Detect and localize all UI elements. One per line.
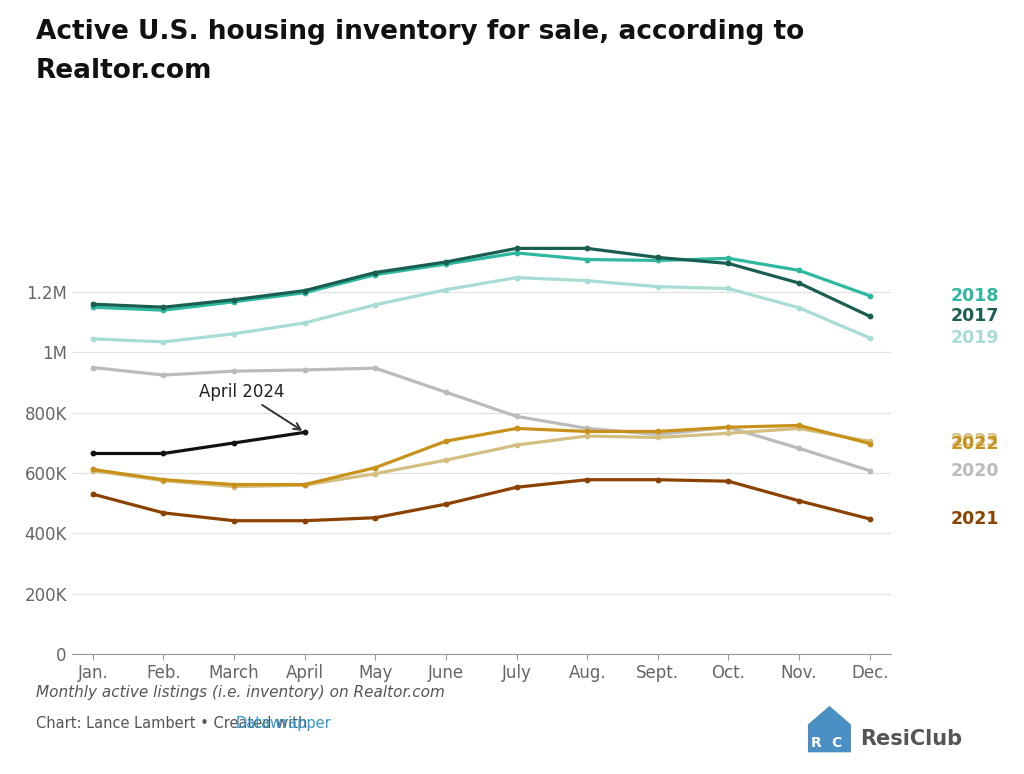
Text: April 2024: April 2024 [199, 382, 301, 430]
Text: ResiClub: ResiClub [860, 729, 963, 749]
Text: R: R [811, 736, 821, 750]
Text: 2022: 2022 [951, 434, 999, 453]
Text: 2018: 2018 [951, 286, 999, 305]
Text: Active U.S. housing inventory for sale, according to: Active U.S. housing inventory for sale, … [36, 19, 804, 46]
Text: C: C [831, 736, 842, 750]
Text: Monthly active listings (i.e. inventory) on Realtor.com: Monthly active listings (i.e. inventory)… [36, 685, 444, 700]
Text: Chart: Lance Lambert • Created with: Chart: Lance Lambert • Created with [36, 716, 312, 731]
Text: 2017: 2017 [951, 307, 999, 325]
Text: Realtor.com: Realtor.com [36, 58, 212, 84]
Text: 2021: 2021 [951, 510, 999, 528]
Text: Datawrapper: Datawrapper [236, 716, 332, 731]
Text: 2019: 2019 [951, 329, 999, 347]
Polygon shape [808, 706, 851, 752]
Text: 2023: 2023 [951, 433, 999, 450]
Text: 2020: 2020 [951, 461, 999, 480]
